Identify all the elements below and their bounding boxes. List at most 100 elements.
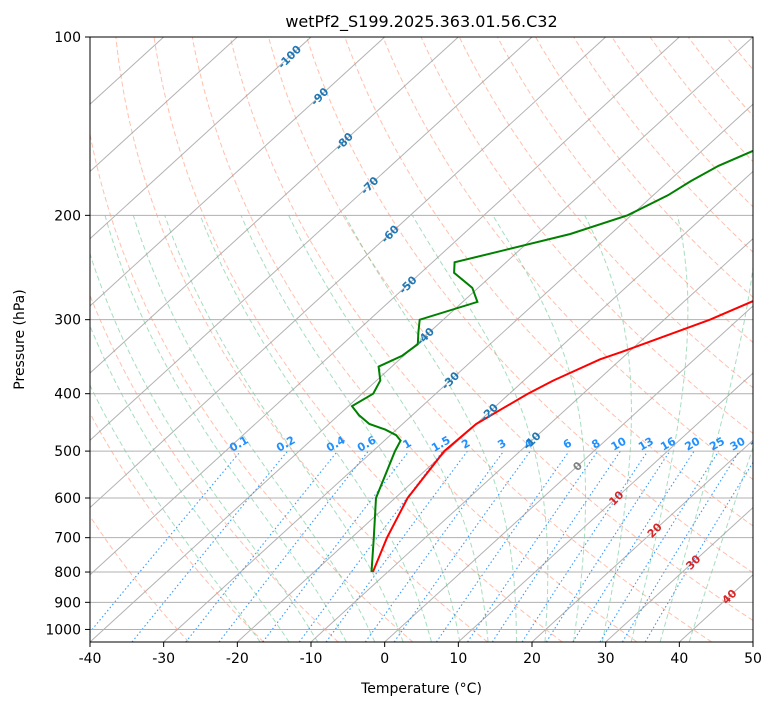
x-tick-label: 20 <box>523 651 541 667</box>
mixing-ratio-line <box>364 450 505 642</box>
x-tick-label: 0 <box>380 651 389 667</box>
y-tick-label: 500 <box>54 444 81 460</box>
moist-adiabat <box>659 263 753 642</box>
moist-adiabat <box>164 215 404 642</box>
temperature-line <box>371 300 753 573</box>
mixing-ratio-line <box>262 450 410 642</box>
mixing-ratio-line <box>393 450 531 642</box>
mixing-ratio-line <box>572 450 695 642</box>
moist-adiabat <box>344 215 517 642</box>
isotherm-line <box>531 439 753 642</box>
dry-adiabat <box>90 515 190 642</box>
dry-adiabat <box>687 37 753 117</box>
pressure-gridlines <box>90 37 753 630</box>
mixing-ratio-line <box>621 450 740 642</box>
isotherm-line <box>90 37 459 374</box>
y-tick-label: 200 <box>54 208 81 224</box>
x-axis-title: Temperature (°C) <box>360 681 482 697</box>
isotherm-line <box>90 37 386 307</box>
dry-adiabat <box>191 37 638 642</box>
x-tick-label: -20 <box>226 651 249 667</box>
y-tick-label: 400 <box>54 387 81 403</box>
moist-adiabat <box>90 384 261 642</box>
moist-adiabat <box>288 215 489 642</box>
moist-adiabat <box>584 215 633 642</box>
x-tick-label: -30 <box>152 651 175 667</box>
mixing-ratio-line <box>467 450 599 642</box>
isotherm-line <box>90 37 607 509</box>
dry-adiabat <box>90 412 264 642</box>
isotherm-line <box>90 37 312 240</box>
isotherm-line <box>752 641 753 642</box>
x-tick-label: 40 <box>670 651 688 667</box>
isotherm-line <box>90 37 238 173</box>
dry-adiabat <box>306 37 753 574</box>
dry-adiabat <box>726 37 753 71</box>
dry-adiabat <box>573 37 753 253</box>
x-tick-label: -10 <box>300 651 323 667</box>
mixing-ratio-line <box>90 450 242 633</box>
profile-lines <box>350 149 753 573</box>
dry-adiabat <box>229 37 712 642</box>
moist-adiabat <box>240 215 461 642</box>
dry-adiabat <box>765 37 775 642</box>
y-tick-label: 300 <box>54 313 81 329</box>
dry-adiabat <box>344 37 753 527</box>
mixing-ratio-line <box>218 450 369 642</box>
mixing-ratio-line <box>435 450 570 642</box>
moist-adiabat <box>492 215 587 642</box>
mixing-ratio-line <box>185 450 339 642</box>
dry-adiabat <box>611 37 753 208</box>
y-axis-ticks: 100 200 300 400 500 600 700 800 900 1000 <box>45 30 90 638</box>
mixing-ratio-line <box>131 450 289 642</box>
dry-adiabat <box>268 37 753 622</box>
dry-adiabat <box>458 37 753 389</box>
mixing-ratio-line <box>491 450 621 642</box>
moist-adiabat <box>199 215 432 642</box>
isotherm-line <box>90 37 753 642</box>
mixing-ratio-line <box>545 450 671 642</box>
mixing-ratio-label: 2 <box>459 437 472 452</box>
dry-adiabat <box>90 293 339 642</box>
background-lines <box>90 37 775 642</box>
y-tick-label: 600 <box>54 491 81 507</box>
mixing-ratio-label: 36 <box>748 434 768 453</box>
x-tick-label: 10 <box>449 651 467 667</box>
x-tick-label: 50 <box>744 651 762 667</box>
dry-adiabat <box>535 37 753 298</box>
x-tick-label: -40 <box>79 651 102 667</box>
chart-title: wetPf2_S199.2025.363.01.56.C32 <box>285 12 557 32</box>
plot-frame <box>89 36 754 643</box>
isotherm-line <box>605 506 753 642</box>
mixing-ratio-line <box>644 461 753 642</box>
moist-adiabat <box>630 215 689 642</box>
moist-adiabat <box>90 252 319 642</box>
dry-adiabat <box>90 131 414 642</box>
mixing-ratio-label: 8 <box>589 437 602 452</box>
y-axis-title: Pressure (hPa) <box>12 289 28 389</box>
isotherm-line <box>457 372 753 642</box>
isotherm-line <box>236 170 753 642</box>
dry-adiabat <box>649 37 753 163</box>
moist-adiabat <box>688 445 753 642</box>
moist-adiabat <box>132 215 376 642</box>
y-tick-label: 1000 <box>45 622 81 638</box>
dry-adiabat <box>382 37 753 481</box>
isotherm-line <box>90 37 533 442</box>
isotherm-line <box>90 37 680 576</box>
dry-adiabat <box>115 37 488 642</box>
mixing-ratio-label: 6 <box>561 436 574 451</box>
dry-adiabat <box>496 37 753 344</box>
y-tick-label: 900 <box>54 595 81 611</box>
y-tick-label: 800 <box>54 565 81 581</box>
moist-adiabat <box>104 215 347 642</box>
x-tick-label: 30 <box>597 651 615 667</box>
y-tick-label: 100 <box>54 30 81 46</box>
isotherm-line <box>310 237 753 642</box>
moist-adiabat <box>90 324 290 642</box>
dewpoint-line <box>350 149 753 573</box>
mixing-ratio-line <box>599 450 720 642</box>
isotherm-line <box>163 103 753 642</box>
y-tick-label: 700 <box>54 531 81 547</box>
